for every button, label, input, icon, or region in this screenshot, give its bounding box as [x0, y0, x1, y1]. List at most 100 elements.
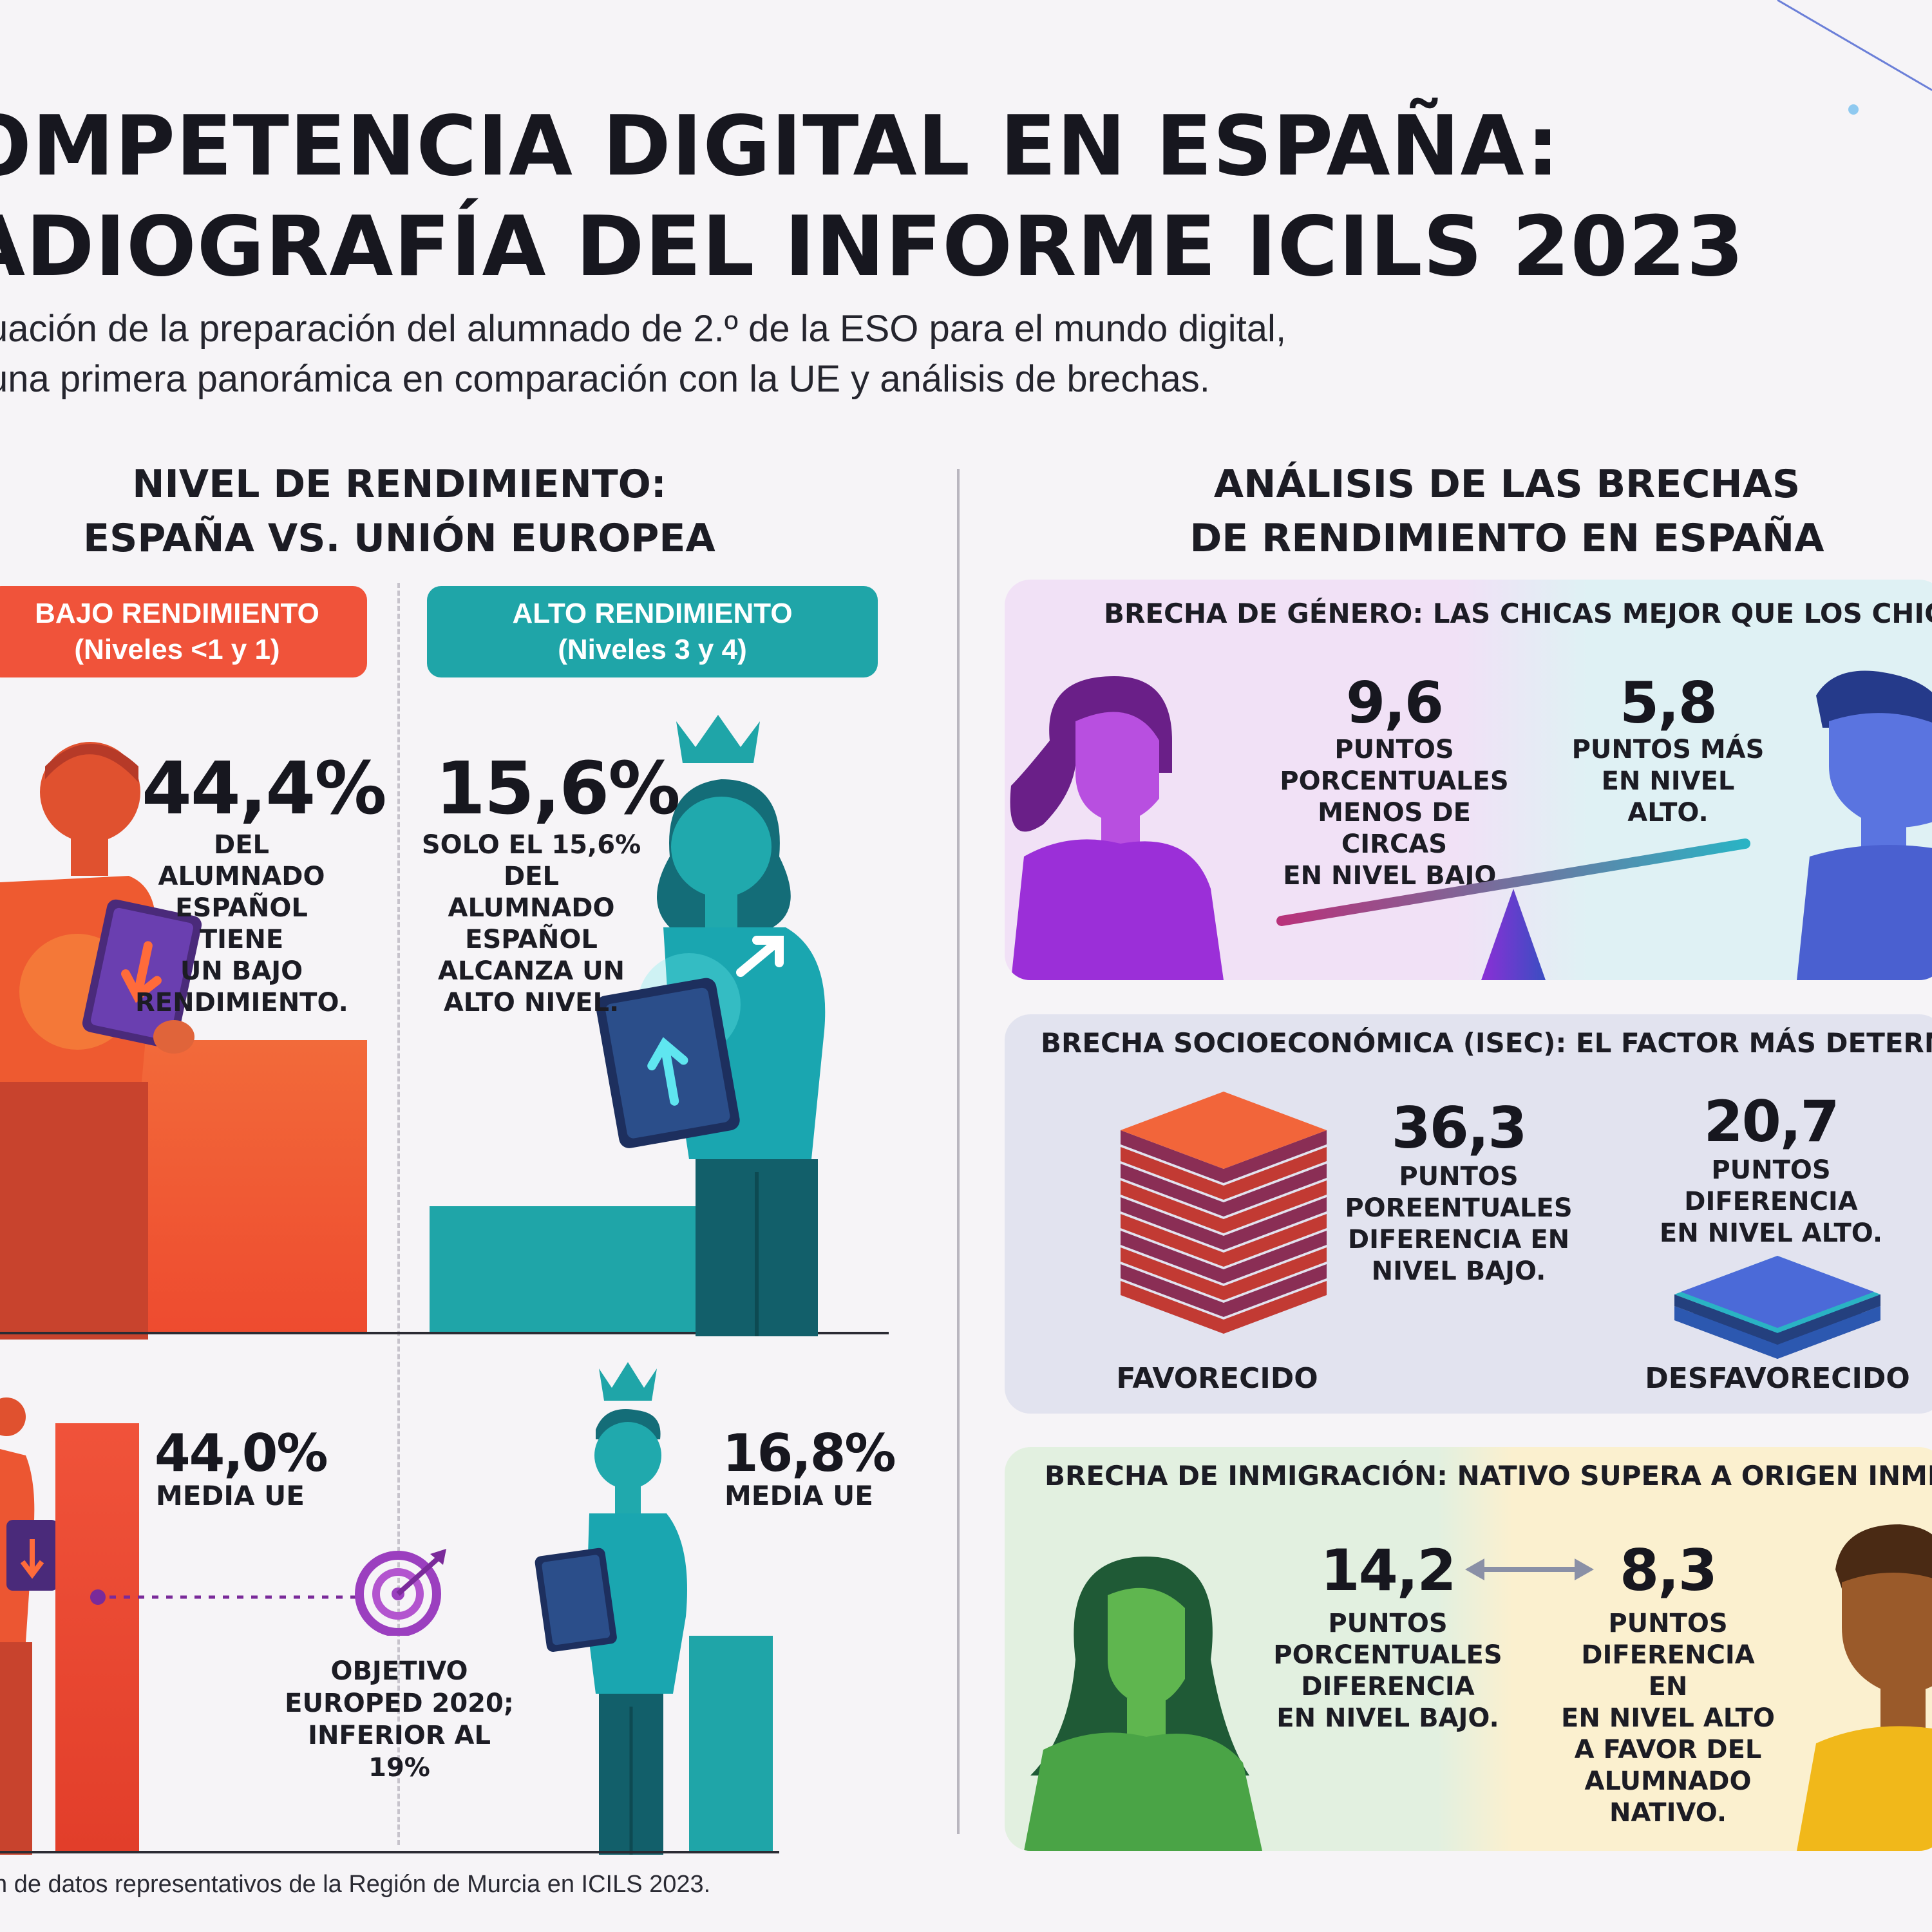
- socioeconomic-gap-title: BRECHA SOCIOECONÓMICA (ISEC): EL FACTOR …: [1041, 1027, 1932, 1059]
- left-section-title: NIVEL DE RENDIMIENTO: ESPAÑA VS. UNIÓN E…: [64, 457, 734, 565]
- native-text-line: PUNTOS: [1328, 1609, 1448, 1638]
- native-student-illustration: [1024, 1557, 1262, 1851]
- stack-layer: [1121, 1214, 1327, 1267]
- socio-low-text: PUNTOS POREENTUALES DIFERENCIA EN NIVEL …: [1340, 1161, 1578, 1287]
- gender-gap-panel: BRECHA DE GÉNERO: LAS CHICAS MEJOR QUE L…: [1005, 580, 1932, 980]
- left-title-line-1: NIVEL DE RENDIMIENTO:: [132, 462, 667, 507]
- subtitle-line-1: uación de la preparación del alumnado de…: [0, 308, 1287, 350]
- immigrant-text-line: EN: [1648, 1672, 1688, 1701]
- stack-layer: [1121, 1180, 1327, 1233]
- high-badge-line-2: (Niveles 3 y 4): [558, 634, 747, 665]
- girl-illustration: [1010, 676, 1224, 980]
- right-title-line-2: DE RENDIMIENTO EN ESPAÑA: [1189, 516, 1824, 561]
- spain-high-value: 15,6%: [435, 747, 681, 831]
- girls-text-line: MENOS DE CIRCAS: [1318, 798, 1471, 859]
- target-text-line: EUROPED 2020;: [285, 1689, 514, 1718]
- immigration-gap-title: BRECHA DE INMIGRACIÓN: NATIVO SUPERA A O…: [1045, 1460, 1932, 1492]
- eu-high-value: 16,8%: [723, 1423, 896, 1483]
- girls-value: 9,6: [1346, 670, 1444, 736]
- stack-layer: [1121, 1281, 1327, 1334]
- spain-high-text-line: DEL ALUMNADO: [448, 862, 615, 923]
- boys-value: 5,8: [1620, 670, 1718, 736]
- spain-low-text-line: ESPAÑOL TIENE: [175, 893, 308, 954]
- high-badge-line-1: ALTO RENDIMIENTO: [512, 598, 793, 629]
- title-line-2: ADIOGRAFÍA DEL INFORME ICILS 2023: [0, 199, 1745, 295]
- double-arrow-icon: [1465, 1558, 1594, 1580]
- girls-text-line: PUNTOS: [1334, 735, 1454, 764]
- spain-low-text-line: RENDIMIENTO.: [135, 988, 348, 1018]
- native-text: PUNTOS PORCENTUALES DIFERENCIA EN NIVEL …: [1265, 1608, 1510, 1734]
- socio-low-text-line: DIFERENCIA EN: [1347, 1225, 1570, 1255]
- immigrant-text-line: A FAVOR DEL: [1574, 1735, 1762, 1765]
- left-title-line-2: ESPAÑA VS. UNIÓN EUROPEA: [83, 516, 715, 561]
- spain-low-text-line: UN BAJO: [180, 956, 303, 986]
- title-line-1: OMPETENCIA DIGITAL EN ESPAÑA:: [0, 99, 1560, 194]
- stack-layer: [1121, 1231, 1327, 1283]
- unfavored-label: DESFAVORECIDO: [1645, 1362, 1910, 1395]
- gender-gap-title: BRECHA DE GÉNERO: LAS CHICAS MEJOR QUE L…: [1104, 598, 1932, 629]
- eu-high-label: MEDIA UE: [724, 1480, 873, 1511]
- right-section-title: ANÁLISIS DE LAS BRECHAS DE RENDIMIENTO E…: [1172, 457, 1842, 565]
- target-text: OBJETIVO EUROPED 2020; INFERIOR AL 19%: [277, 1655, 522, 1784]
- low-badge-line-1: BAJO RENDIMIENTO: [35, 598, 319, 629]
- unfavored-stack-icon: [1674, 1256, 1880, 1359]
- socio-low-value: 36,3: [1391, 1095, 1527, 1161]
- immigrant-student-illustration: [1797, 1524, 1932, 1851]
- immigrant-text-line: EN NIVEL ALTO: [1561, 1703, 1775, 1733]
- eu-high-bar: [689, 1636, 773, 1852]
- page-title: OMPETENCIA DIGITAL EN ESPAÑA: ADIOGRAFÍA…: [0, 97, 1893, 298]
- immigrant-text-line: NATIVO.: [1609, 1798, 1727, 1828]
- immigration-gap-panel: BRECHA DE INMIGRACIÓN: NATIVO SUPERA A O…: [1005, 1447, 1932, 1851]
- stack-layer: [1121, 1197, 1327, 1250]
- native-text-line: PORCENTUALES: [1273, 1640, 1502, 1670]
- spain-high-text-line: ALCANZA UN: [437, 956, 625, 986]
- immigrant-text-line: ALUMNADO: [1584, 1766, 1752, 1796]
- balance-scale-illustration: [1276, 838, 1750, 980]
- socio-low-text-line: POREENTUALES: [1345, 1193, 1573, 1223]
- section-divider: [957, 469, 960, 1834]
- spain-low-text: DEL ALUMNADO ESPAÑOL TIENE UN BAJO RENDI…: [135, 829, 348, 1019]
- favored-stack-icon: [1121, 1092, 1327, 1334]
- stack-layer: [1121, 1247, 1327, 1300]
- baseline-bottom: [0, 1851, 779, 1853]
- target-line: [90, 1589, 361, 1605]
- socio-high-text-line: EN NIVEL ALTO.: [1659, 1218, 1883, 1248]
- stack-layer: [1121, 1130, 1327, 1183]
- spain-low-text-line: DEL ALUMNADO: [158, 830, 325, 891]
- girls-text: PUNTOS PORCENTUALES MENOS DE CIRCAS EN N…: [1269, 734, 1520, 892]
- spain-high-text-line: ALTO NIVEL.: [443, 988, 620, 1018]
- socio-high-text: PUNTOS DIFERENCIA EN NIVEL ALTO.: [1623, 1155, 1919, 1249]
- socio-high-text-line: PUNTOS DIFERENCIA: [1684, 1155, 1858, 1217]
- page-subtitle: uación de la preparación del alumnado de…: [0, 304, 1468, 404]
- spain-low-value: 44,4%: [142, 747, 387, 831]
- eu-high-student-illustration: [535, 1362, 687, 1855]
- eu-low-student-illustration: [0, 1397, 58, 1855]
- immigrant-text-line: DIFERENCIA: [1581, 1640, 1755, 1670]
- boys-text-line: ALTO.: [1627, 798, 1709, 828]
- low-badge-line-2: (Niveles <1 y 1): [74, 634, 280, 665]
- boys-text-line: PUNTOS MÁS: [1571, 735, 1765, 764]
- decorative-line: [1777, 0, 1932, 115]
- student-high-illustration: [595, 715, 826, 1336]
- boys-text: PUNTOS MÁS EN NIVEL ALTO.: [1555, 734, 1781, 829]
- left-column-divider: [397, 583, 400, 1845]
- eu-low-bar: [55, 1423, 139, 1852]
- socioeconomic-gap-panel: BRECHA SOCIOECONÓMICA (ISEC): EL FACTOR …: [1005, 1014, 1932, 1414]
- socio-high-value: 20,7: [1703, 1088, 1839, 1155]
- boy-illustration: [1797, 670, 1932, 980]
- student-low-illustration: [0, 742, 202, 1340]
- boys-text-line: EN NIVEL: [1601, 766, 1735, 796]
- stack-layer: [1121, 1147, 1327, 1200]
- stack-top: [1121, 1092, 1327, 1169]
- target-text-line: INFERIOR AL 19%: [308, 1721, 491, 1783]
- immigrant-text: PUNTOS DIFERENCIA EN EN NIVEL ALTO A FAV…: [1552, 1608, 1784, 1829]
- stack-layer: [1121, 1164, 1327, 1217]
- eu-low-label: MEDIA UE: [156, 1480, 305, 1511]
- native-text-line: DIFERENCIA: [1301, 1672, 1475, 1701]
- spain-high-bar: [430, 1206, 713, 1333]
- footer-note: n de datos representativos de la Región …: [0, 1871, 711, 1898]
- target-icon: [355, 1549, 446, 1636]
- crown-icon: [676, 715, 760, 763]
- native-value: 14,2: [1320, 1537, 1456, 1604]
- spain-high-text: SOLO EL 15,6% DEL ALUMNADO ESPAÑOL ALCAN…: [419, 829, 644, 1019]
